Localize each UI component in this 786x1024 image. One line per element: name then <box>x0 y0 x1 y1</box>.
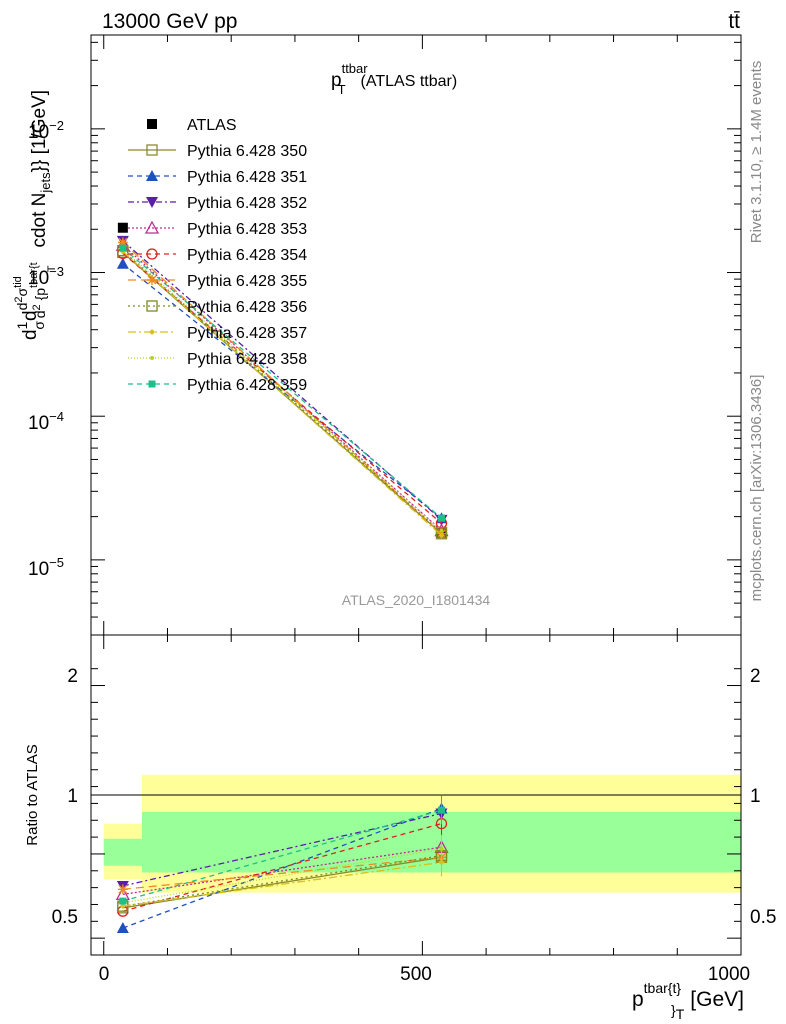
ratio-point-1-0 <box>116 922 129 934</box>
main-title: pttbar T (ATLAS ttbar) <box>331 61 457 97</box>
ratio-point-8-1 <box>439 846 444 851</box>
legend-marker-6 <box>147 275 157 285</box>
legend-label-5: Pythia 6.428 354 <box>187 247 307 264</box>
ratio-bands <box>103 774 741 893</box>
rivet-label: Rivet 3.1.10, ≥ 1.4M events <box>748 61 765 244</box>
main-series-line-8 <box>122 251 442 536</box>
ratio-ytick-left-1: 1 <box>67 786 78 807</box>
ratio-ytick-right-2: 2 <box>750 666 761 687</box>
main-panel: 10−5 10−4 10−3 10−2 pttbar T (ATLAS ttbar)… <box>12 34 742 636</box>
ratio-ytick-right-1: 1 <box>750 786 761 807</box>
ratio-series-line-5 <box>122 856 442 890</box>
main-point-6-0 <box>117 237 128 248</box>
ratio-panel: 2 1 0.5 2 1 0.5 Ratio to ATLAS 0 500 100… <box>24 634 776 1022</box>
legend-marker-2 <box>146 170 158 181</box>
ratio-ytick-left-05: 0.5 <box>52 907 78 928</box>
main-series-layer <box>115 222 449 540</box>
ratio-series-line-4 <box>122 823 442 912</box>
xtick-500: 500 <box>400 964 432 985</box>
main-ytick-1e-5: 10−5 <box>28 555 64 580</box>
ratio-point-9-0 <box>119 897 127 905</box>
mcplots-label: mcplots.cern.ch [arXiv:1306.3436] <box>748 375 765 602</box>
ratio-point-5-0 <box>117 884 128 895</box>
legend-marker-8 <box>149 329 155 335</box>
process-label: tt̄ <box>728 10 740 33</box>
legend-label-10: Pythia 6.428 359 <box>187 377 307 394</box>
ratio-y-axis-label: Ratio to ATLAS <box>24 744 41 845</box>
legend-label-3: Pythia 6.428 352 <box>187 195 307 212</box>
main-series-line-10 <box>122 247 442 519</box>
legend-marker-5 <box>146 248 158 260</box>
xtick-1000: 1000 <box>708 964 750 985</box>
ratio-ytick-left-2: 2 <box>67 666 78 687</box>
legend: ATLAS Pythia 6.428 350 Pythia 6.428 351 Pyt… <box>128 117 307 394</box>
legend-label-2: Pythia 6.428 351 <box>187 169 307 186</box>
legend-label-8: Pythia 6.428 357 <box>187 325 307 342</box>
energy-label: 13000 GeV pp <box>102 10 237 33</box>
legend-label-9: Pythia 6.428 358 <box>187 351 307 368</box>
ratio-point-7-0 <box>119 903 126 910</box>
watermark: ATLAS_2020_I1801434 <box>342 592 491 608</box>
legend-label-4: Pythia 6.428 353 <box>187 221 307 238</box>
ratio-ytick-right-05: 0.5 <box>750 907 776 928</box>
ratio-series-line-9 <box>122 809 442 902</box>
xtick-0: 0 <box>99 964 110 985</box>
ratio-series-line-2 <box>122 812 442 887</box>
main-series-line-2 <box>122 263 442 519</box>
legend-marker-10 <box>148 380 156 388</box>
main-ytick-1e-4: 10−4 <box>28 409 64 434</box>
x-axis-label: ptbar{t}}T[GeV] <box>632 980 744 1022</box>
legend-marker-3 <box>146 197 158 208</box>
ratio-series-line-6 <box>122 854 442 907</box>
main-point-2-0 <box>116 257 129 269</box>
main-series-line-6 <box>122 241 442 535</box>
main-ticks <box>91 35 742 636</box>
main-series-line-9 <box>122 248 442 532</box>
legend-marker-1 <box>146 144 158 156</box>
ratio-point-9-1 <box>437 806 445 814</box>
main-point-9-1 <box>439 528 444 533</box>
legend-marker-0 <box>147 119 157 129</box>
main-point-10-0 <box>119 244 127 252</box>
legend-label-7: Pythia 6.428 356 <box>187 299 307 316</box>
ratio-series-line-1 <box>122 807 442 929</box>
legend-label-6: Pythia 6.428 355 <box>187 273 307 290</box>
ratio-series-layer <box>115 794 449 934</box>
legend-label-1: Pythia 6.428 350 <box>187 143 307 160</box>
ratio-band-green-0 <box>103 838 142 866</box>
main-series-line-7 <box>122 250 442 534</box>
main-point-10-1 <box>437 514 445 522</box>
legend-label-0: ATLAS <box>187 117 237 134</box>
ratio-series-line-7 <box>122 861 442 907</box>
ratio-frame <box>90 634 742 956</box>
legend-marker-9 <box>150 356 154 360</box>
main-point-8-1 <box>438 532 445 539</box>
legend-marker-7 <box>146 300 158 312</box>
ratio-ticks <box>91 635 742 955</box>
legend-marker-4 <box>144 220 160 234</box>
main-series-line-3 <box>122 240 442 521</box>
main-point-0-0 <box>117 222 128 233</box>
